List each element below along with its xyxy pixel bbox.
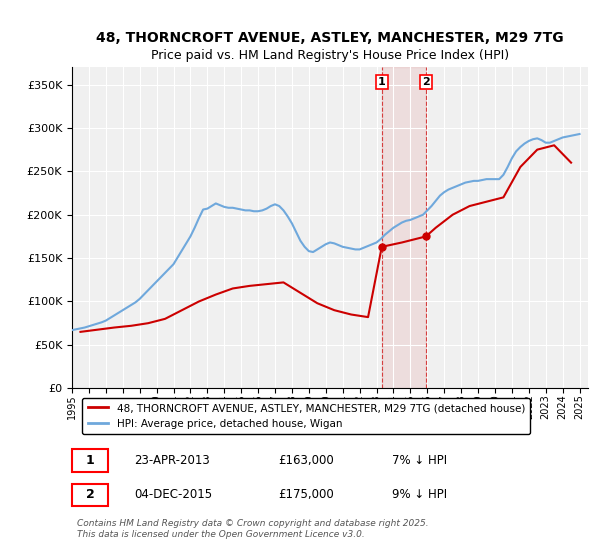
Bar xyxy=(382,67,426,388)
Text: 9% ↓ HPI: 9% ↓ HPI xyxy=(392,488,447,501)
Text: 1: 1 xyxy=(86,454,94,467)
FancyBboxPatch shape xyxy=(72,484,108,506)
Text: 23-APR-2013: 23-APR-2013 xyxy=(134,454,209,467)
Text: 7% ↓ HPI: 7% ↓ HPI xyxy=(392,454,447,467)
Text: 2: 2 xyxy=(86,488,94,501)
Text: 48, THORNCROFT AVENUE, ASTLEY, MANCHESTER, M29 7TG: 48, THORNCROFT AVENUE, ASTLEY, MANCHESTE… xyxy=(96,31,564,45)
FancyBboxPatch shape xyxy=(72,450,108,472)
Text: Contains HM Land Registry data © Crown copyright and database right 2025.
This d: Contains HM Land Registry data © Crown c… xyxy=(77,520,429,539)
Text: 1: 1 xyxy=(378,77,386,87)
Text: 04-DEC-2015: 04-DEC-2015 xyxy=(134,488,212,501)
Text: £175,000: £175,000 xyxy=(278,488,334,501)
Text: Price paid vs. HM Land Registry's House Price Index (HPI): Price paid vs. HM Land Registry's House … xyxy=(151,49,509,62)
Text: £163,000: £163,000 xyxy=(278,454,334,467)
Text: 2: 2 xyxy=(422,77,430,87)
Legend: 48, THORNCROFT AVENUE, ASTLEY, MANCHESTER, M29 7TG (detached house), HPI: Averag: 48, THORNCROFT AVENUE, ASTLEY, MANCHESTE… xyxy=(82,398,530,434)
